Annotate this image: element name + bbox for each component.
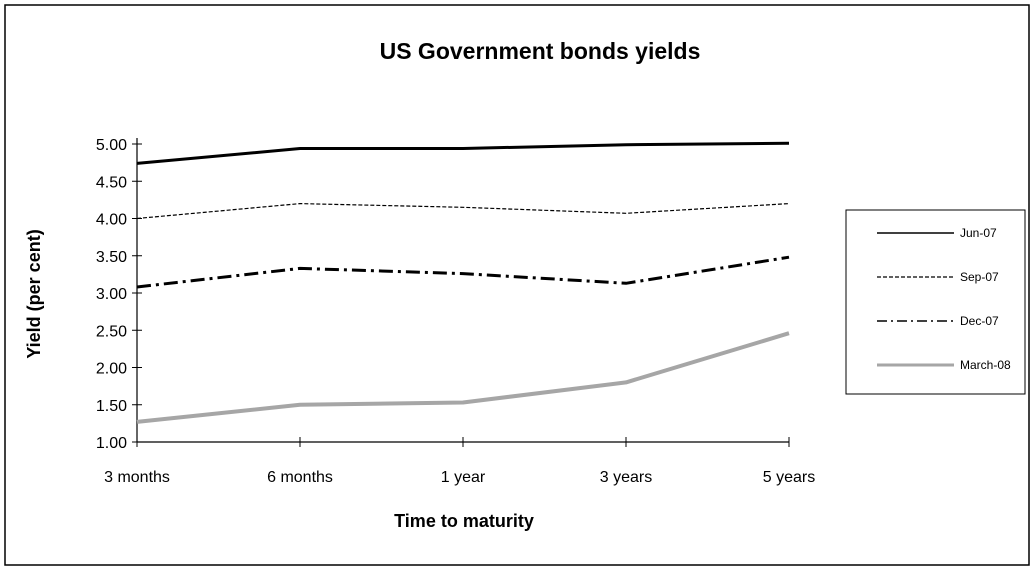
y-tick-label: 4.00 (96, 212, 127, 229)
x-tick-label: 3 months (104, 469, 170, 486)
x-tick-label: 3 years (600, 469, 652, 486)
y-tick-label: 3.00 (96, 286, 127, 303)
series-line-jun-07 (136, 141, 790, 165)
series-line-march-08 (136, 331, 790, 424)
y-tick-label: 2.00 (96, 361, 127, 378)
series-line-sep-07 (136, 203, 790, 220)
x-tick-label: 6 months (267, 469, 333, 486)
y-tick-label: 4.50 (96, 174, 127, 191)
legend-label-jun-07: Jun-07 (960, 226, 997, 240)
legend-box (845, 209, 1026, 395)
series-line-dec-07 (136, 255, 790, 289)
x-tick-label: 1 year (441, 469, 486, 486)
legend-label-march-08: March-08 (960, 358, 1011, 372)
y-tick-label: 1.50 (96, 398, 127, 415)
legend: Jun-07 Sep-07 Dec-07 March-08 (877, 226, 1011, 372)
x-axis-title: Time to maturity (394, 511, 534, 531)
axes: 1.00 1.50 2.00 2.50 3.00 3.50 4.00 4.50 5.00 3 mo… (96, 137, 815, 486)
series-lines (136, 141, 790, 424)
y-axis-title: Yield (per cent) (24, 229, 44, 358)
x-tick-label: 5 years (763, 469, 815, 486)
chart-title: US Government bonds yields (380, 38, 701, 64)
y-tick-label: 2.50 (96, 323, 127, 340)
y-tick-label: 3.50 (96, 249, 127, 266)
legend-label-dec-07: Dec-07 (960, 314, 999, 328)
legend-label-sep-07: Sep-07 (960, 270, 999, 284)
y-tick-label: 1.00 (96, 435, 127, 452)
y-tick-label: 5.00 (96, 137, 127, 154)
